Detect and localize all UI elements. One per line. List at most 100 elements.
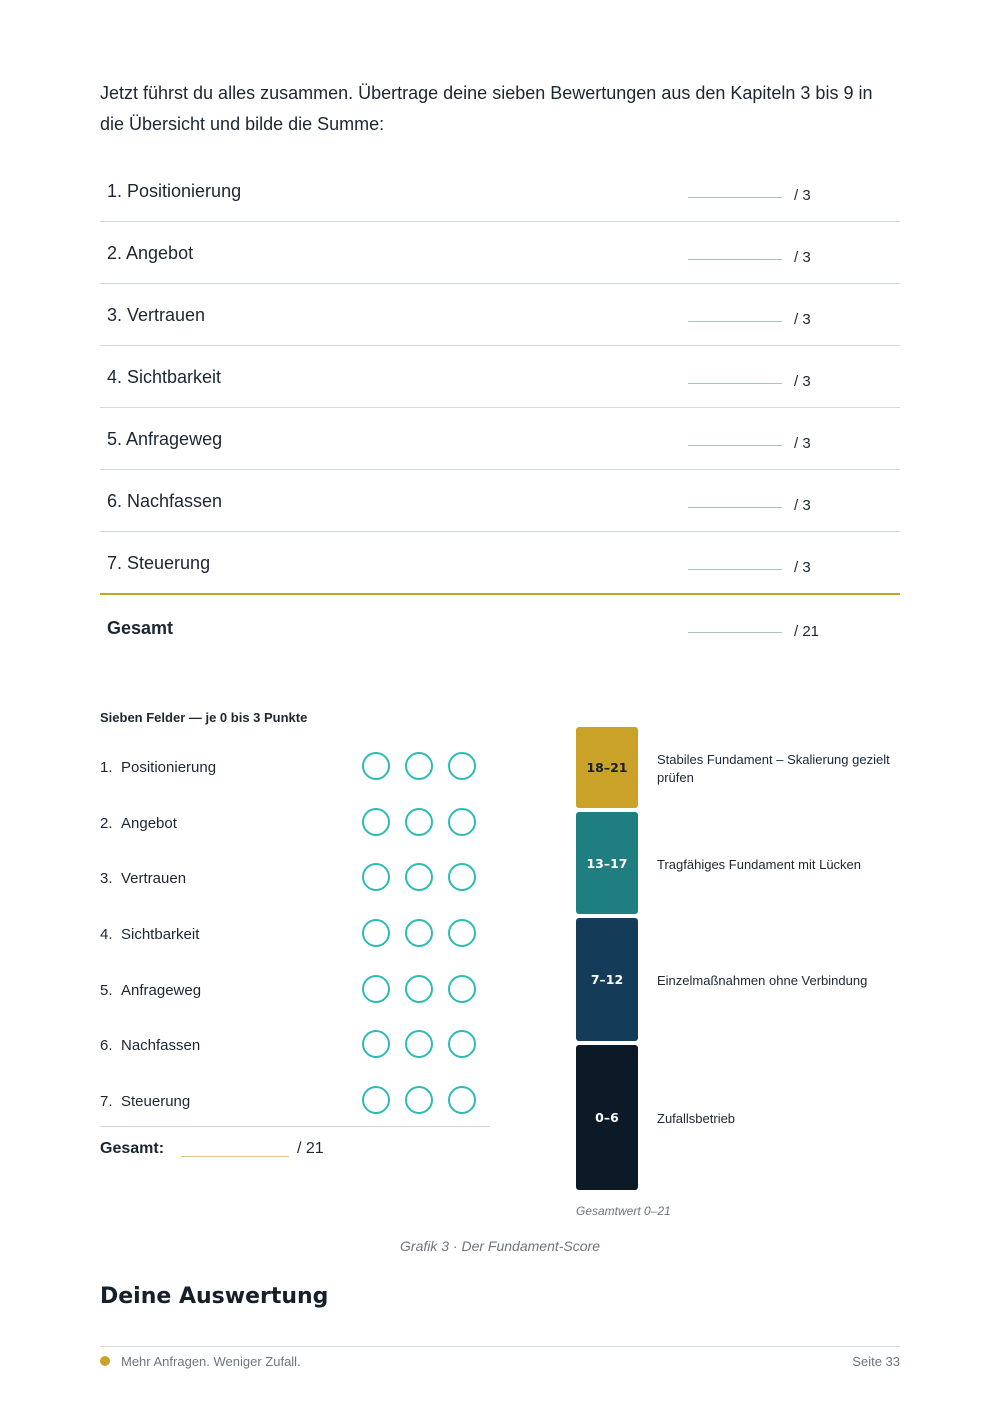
rating-circles [362, 919, 476, 948]
worksheet-item: 2. Angebot [100, 801, 490, 857]
scale-band-range: 18–21 [586, 760, 628, 775]
worksheet-item: 5. Anfrageweg [100, 968, 490, 1024]
scale-band-range: 7–12 [590, 972, 624, 987]
page-number: Seite 33 [852, 1354, 900, 1369]
worksheet-item-number: 2. [100, 814, 113, 832]
rating-circle[interactable] [448, 807, 476, 836]
scale-band-range: 13–17 [586, 855, 628, 871]
score-row-label: 6. Nachfassen [107, 491, 223, 511]
footer-divider [100, 1346, 900, 1347]
footer-bullet-icon [100, 1356, 110, 1366]
scale-band-range: 0–6 [595, 1110, 619, 1125]
worksheet-item-number: 6. [100, 1037, 113, 1055]
score-blank-field[interactable] [688, 383, 782, 384]
worksheet-item-name: Nachfassen [121, 1037, 201, 1055]
worksheet-list: 1. Positionierung 2. Angebot 3. Vertraue… [100, 745, 490, 1135]
rating-circle[interactable] [362, 1030, 390, 1059]
worksheet-item-number: 4. [100, 926, 113, 944]
worksheet-item: 6. Nachfassen [100, 1023, 490, 1079]
rating-circle[interactable] [448, 919, 476, 948]
worksheet-title: Sieben Felder — je 0 bis 3 Punkte [100, 710, 308, 725]
worksheet-item-number: 5. [100, 981, 113, 999]
rating-circle[interactable] [405, 752, 433, 780]
rating-circle[interactable] [405, 919, 433, 948]
worksheet-item: 7. Steuerung [100, 1079, 490, 1135]
score-row-max: / 3 [794, 249, 811, 266]
rating-circles [362, 1030, 476, 1059]
score-row-label: 7. Steuerung [107, 553, 211, 573]
score-total-label: Gesamt [107, 618, 174, 638]
scale-band-description: Zufallsbetrieb [657, 1111, 736, 1126]
rating-circle[interactable] [405, 1030, 433, 1059]
scale-band-lower-middle: 7–12 [576, 918, 638, 1041]
rating-circle[interactable] [405, 974, 433, 1003]
worksheet-item-name: Vertrauen [121, 870, 187, 888]
score-row: 3. Vertrauen / 3 [100, 284, 900, 346]
rating-circle[interactable] [362, 974, 390, 1003]
scale-caption: Gesamtwert 0–21 [576, 1204, 671, 1218]
score-total-row: Gesamt / 21 [100, 595, 900, 656]
rating-circle[interactable] [405, 863, 433, 892]
score-row-label: 3. Vertrauen [107, 305, 206, 325]
worksheet-item-name: Positionierung [121, 759, 217, 776]
scale-band-upper-middle: 13–17 [576, 812, 638, 914]
worksheet-item-number: 7. [100, 1093, 113, 1111]
worksheet-total-label: Gesamt: [100, 1140, 165, 1157]
score-row: 4. Sichtbarkeit / 3 [100, 346, 900, 408]
rating-circle[interactable] [362, 919, 390, 948]
worksheet-item-name: Steuerung [121, 1093, 191, 1111]
score-row-max: / 3 [794, 435, 811, 452]
scale-band-description: Stabiles Fundament – Skalierung gezielt … [657, 752, 890, 785]
score-row: 7. Steuerung / 3 [100, 532, 900, 595]
score-row: 6. Nachfassen / 3 [100, 470, 900, 532]
rating-circle[interactable] [448, 1086, 476, 1115]
rating-circle[interactable] [362, 807, 390, 836]
scale-band-top: 18–21 [576, 727, 638, 808]
score-row-label: 2. Angebot [107, 243, 194, 263]
worksheet-item: 4. Sichtbarkeit [100, 912, 490, 968]
score-row-label: 5. Anfrageweg [107, 429, 223, 449]
score-blank-field[interactable] [688, 507, 782, 508]
score-row-max: / 3 [794, 311, 811, 328]
rating-circle[interactable] [405, 807, 433, 836]
scale-band-description: Einzelmaßnahmen ohne Verbindung [657, 973, 868, 988]
scale-band-bottom: 0–6 [576, 1045, 638, 1190]
score-total-blank-field[interactable] [688, 632, 782, 633]
rating-circles [362, 1086, 476, 1115]
score-blank-field[interactable] [688, 321, 782, 322]
score-row: 1. Positionierung / 3 [100, 160, 900, 222]
score-row: 2. Angebot / 3 [100, 222, 900, 284]
figure-caption: Grafik 3 · Der Fundament-Score [400, 1238, 600, 1254]
worksheet-item-number: 3. [100, 870, 113, 888]
rating-circle[interactable] [362, 752, 390, 780]
rating-circles [362, 863, 476, 892]
score-blank-field[interactable] [688, 259, 782, 260]
worksheet-item-number: 1. [100, 759, 113, 776]
score-blank-field[interactable] [688, 197, 782, 198]
score-row-label: 4. Sichtbarkeit [107, 367, 222, 387]
footer-text: Mehr Anfragen. Weniger Zufall. [121, 1354, 301, 1369]
score-row-max: / 3 [794, 559, 811, 576]
worksheet-item-name: Angebot [121, 814, 177, 832]
rating-circle[interactable] [448, 1030, 476, 1059]
rating-circle[interactable] [362, 863, 390, 892]
worksheet-item: 3. Vertrauen [100, 856, 490, 912]
section-heading: Deine Auswertung [100, 1284, 329, 1309]
score-blank-field[interactable] [688, 445, 782, 446]
rating-circle[interactable] [448, 974, 476, 1003]
worksheet-total-blank-field[interactable] [181, 1156, 289, 1157]
score-row-max: / 3 [794, 187, 811, 204]
scale-band-description: Tragfähiges Fundament mit Lücken [657, 857, 862, 872]
worksheet-total-max: / 21 [297, 1140, 324, 1157]
worksheet-divider [100, 1126, 490, 1127]
score-row-max: / 3 [794, 497, 811, 514]
rating-circle[interactable] [448, 752, 476, 780]
rating-circle[interactable] [405, 1086, 433, 1115]
rating-circles [362, 974, 476, 1003]
worksheet-item-name: Sichtbarkeit [121, 926, 200, 944]
rating-circle[interactable] [448, 863, 476, 892]
score-row: 5. Anfrageweg / 3 [100, 408, 900, 470]
rating-circles [362, 752, 476, 780]
score-blank-field[interactable] [688, 569, 782, 570]
rating-circle[interactable] [362, 1086, 390, 1115]
